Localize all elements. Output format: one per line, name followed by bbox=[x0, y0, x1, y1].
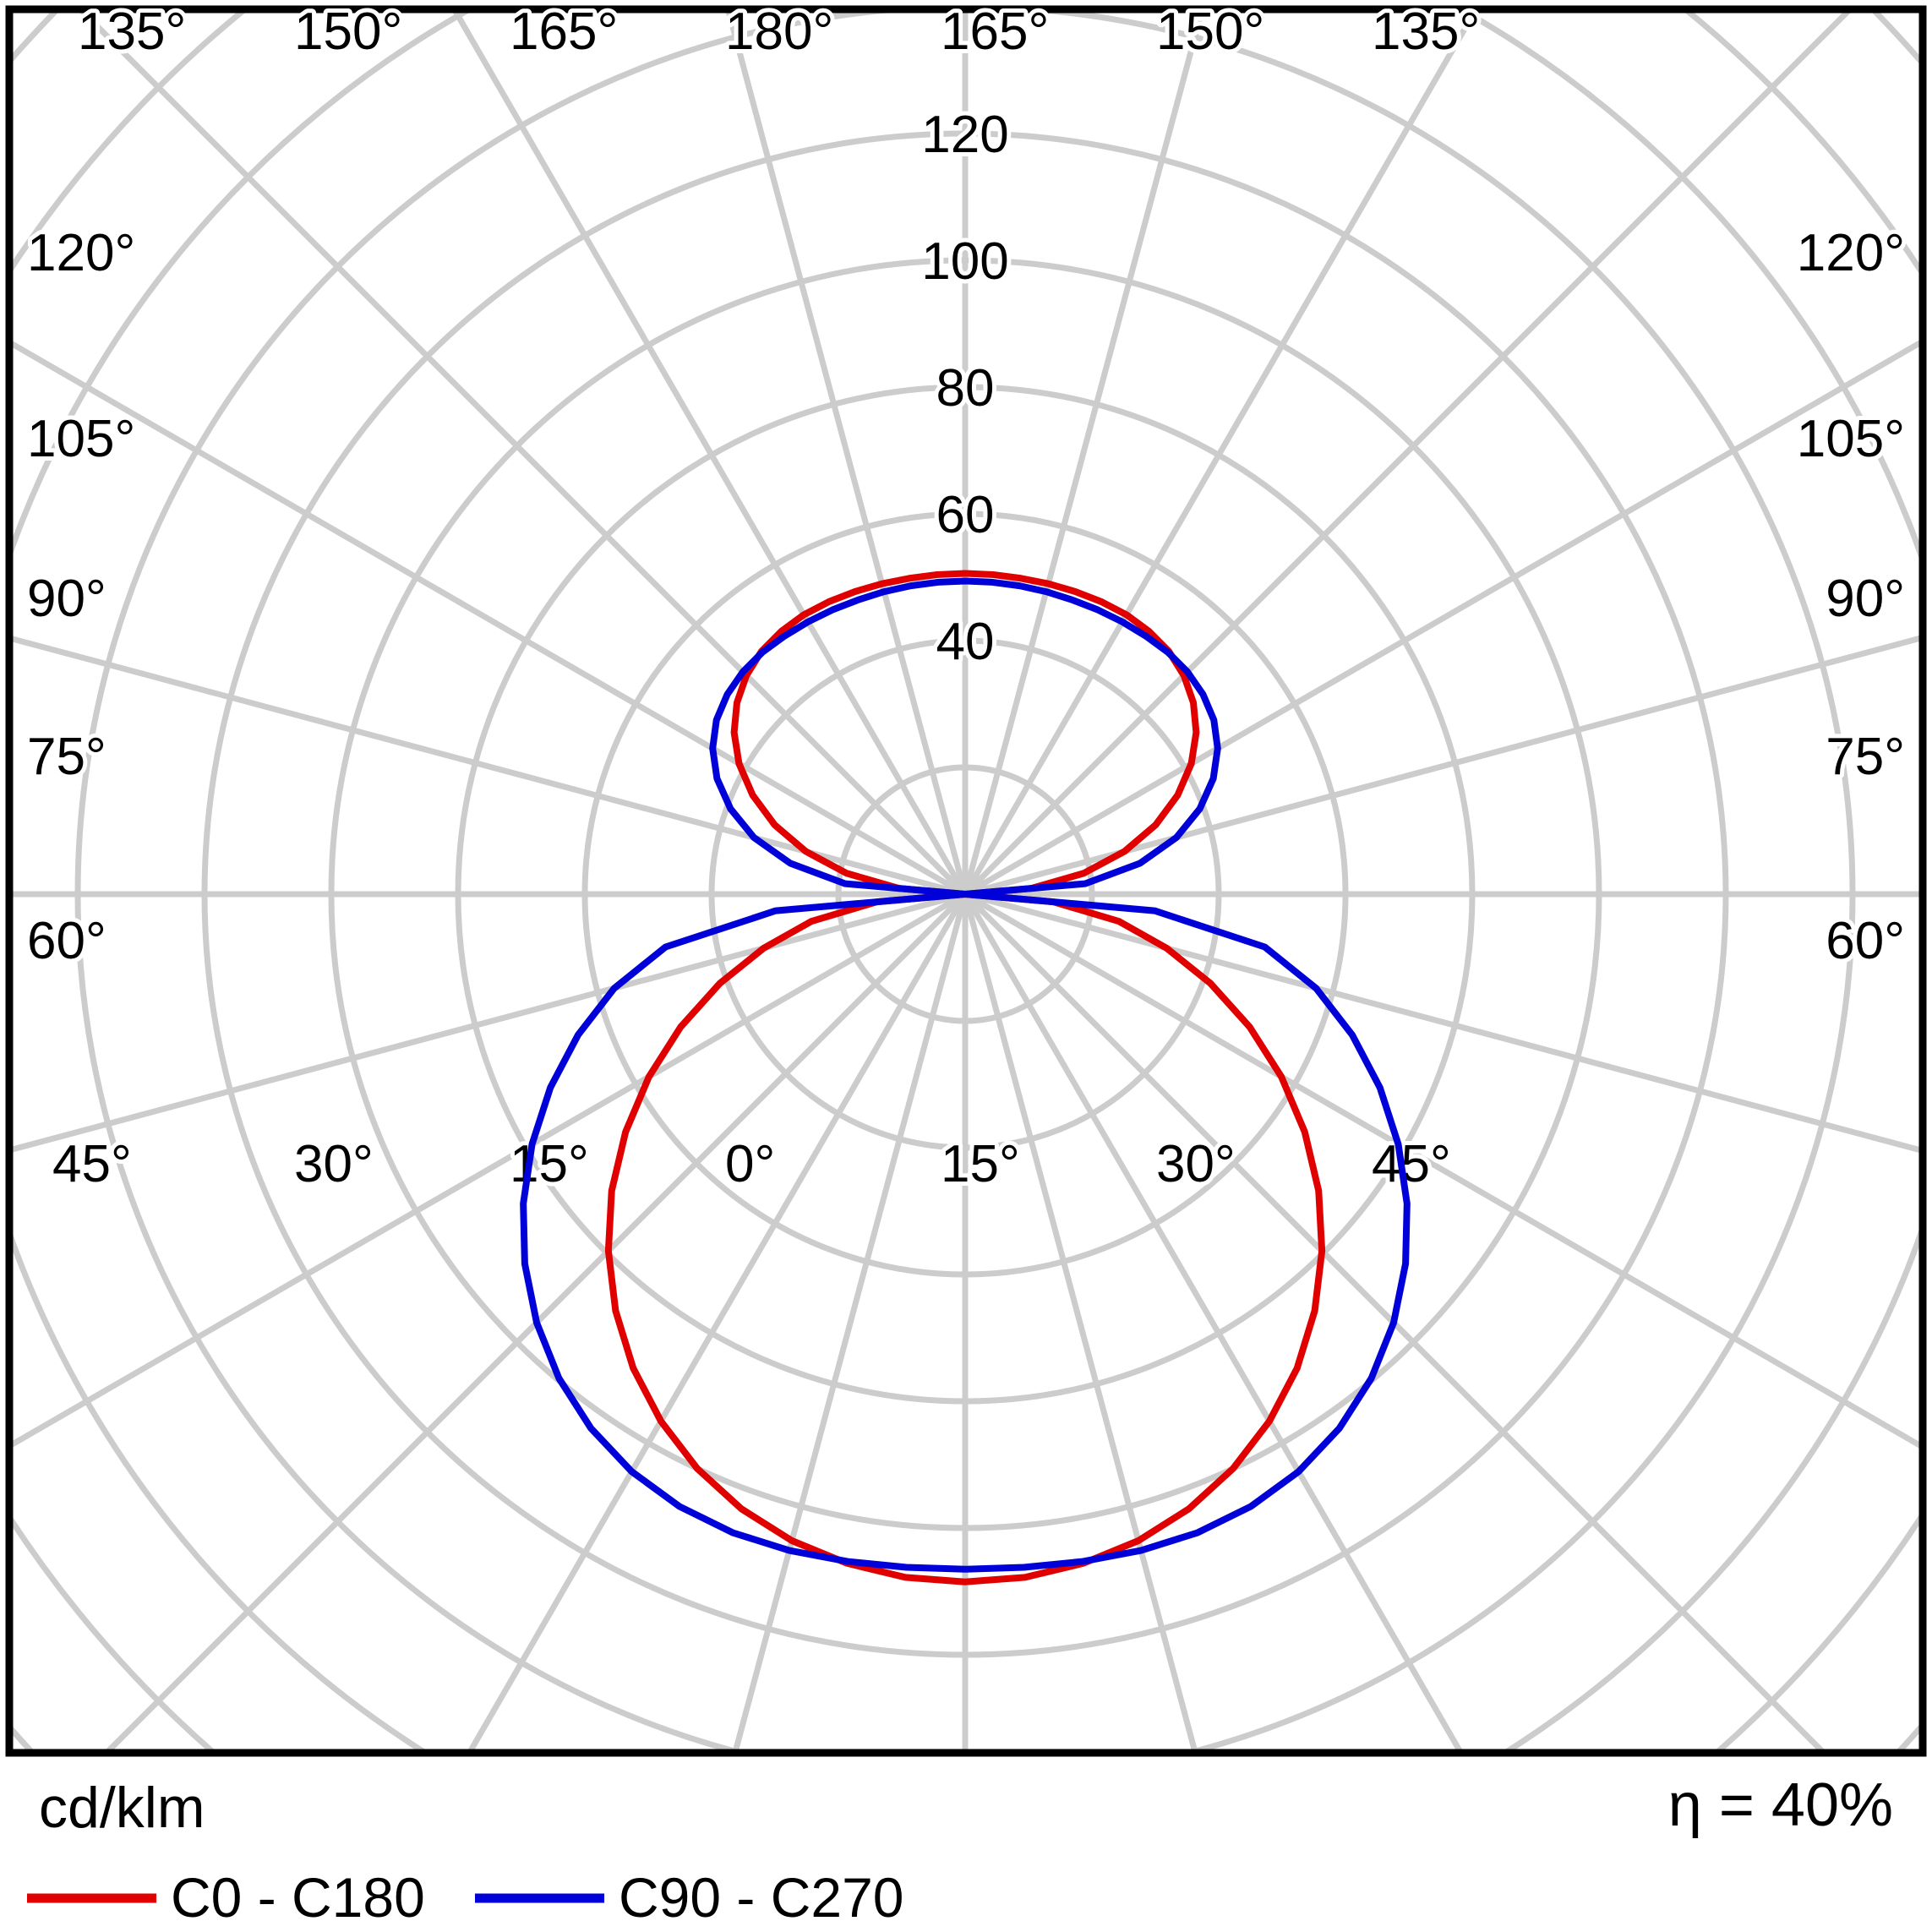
angle-label-165deg: 165° bbox=[941, 3, 1049, 61]
plot-frame bbox=[5, 5, 1927, 1757]
distribution-curves bbox=[520, 570, 1411, 1585]
legend-label-c90-c270: C90 - C270 bbox=[619, 1866, 904, 1929]
radial-tick-120: 120 bbox=[921, 106, 1008, 164]
angle-label-15deg: 15° bbox=[510, 1135, 589, 1193]
efficiency-label: η = 40% bbox=[1668, 1771, 1893, 1839]
angle-label-150deg: 150° bbox=[294, 3, 402, 61]
curve-c90-c270 bbox=[520, 577, 1411, 1573]
angle-label-135deg: 135° bbox=[78, 3, 186, 61]
angle-label-90deg: 90° bbox=[1826, 570, 1905, 628]
radial-tick-100: 100 bbox=[921, 232, 1008, 291]
angle-label-135deg: 135° bbox=[1372, 3, 1480, 61]
radial-tick-labels: 120 100 80 60 40 bbox=[917, 101, 1012, 675]
angle-label-60deg: 60° bbox=[1826, 912, 1905, 970]
radial-tick-60: 60 bbox=[936, 486, 995, 544]
angle-label-120deg: 120° bbox=[27, 224, 135, 282]
angle-label-0deg: 0° bbox=[725, 1135, 775, 1193]
curve-c0-c180 bbox=[604, 570, 1326, 1585]
angle-label-45deg: 45° bbox=[1372, 1135, 1451, 1193]
angle-label-60deg: 60° bbox=[27, 912, 106, 970]
angle-label-75deg: 75° bbox=[27, 728, 106, 786]
angle-label-105deg: 105° bbox=[1797, 410, 1905, 468]
angle-label-180deg: 180° bbox=[725, 3, 833, 61]
radial-tick-40: 40 bbox=[936, 613, 995, 671]
radial-tick-80: 80 bbox=[936, 359, 995, 418]
angle-label-90deg: 90° bbox=[27, 570, 106, 628]
unit-label: cd/klm bbox=[39, 1776, 205, 1840]
angle-label-150deg: 150° bbox=[1156, 3, 1264, 61]
angle-label-105deg: 105° bbox=[27, 410, 135, 468]
angle-label-75deg: 75° bbox=[1826, 728, 1905, 786]
angle-label-30deg: 30° bbox=[294, 1135, 374, 1193]
angle-label-15deg: 15° bbox=[941, 1135, 1020, 1193]
angle-label-45deg: 45° bbox=[52, 1135, 132, 1193]
angle-label-120deg: 120° bbox=[1797, 224, 1905, 282]
angular-tick-labels: 135° 150° 165° 180° 165° 150° 135° 120° 105° 90° 7… bbox=[23, 0, 1909, 1198]
angle-label-30deg: 30° bbox=[1156, 1135, 1236, 1193]
legend-label-c0-c180: C0 - C180 bbox=[171, 1866, 425, 1929]
chart-legend: cd/klm η = 40% C0 - C180 C90 - C270 bbox=[27, 1771, 1893, 1929]
angle-label-165deg: 165° bbox=[510, 3, 618, 61]
